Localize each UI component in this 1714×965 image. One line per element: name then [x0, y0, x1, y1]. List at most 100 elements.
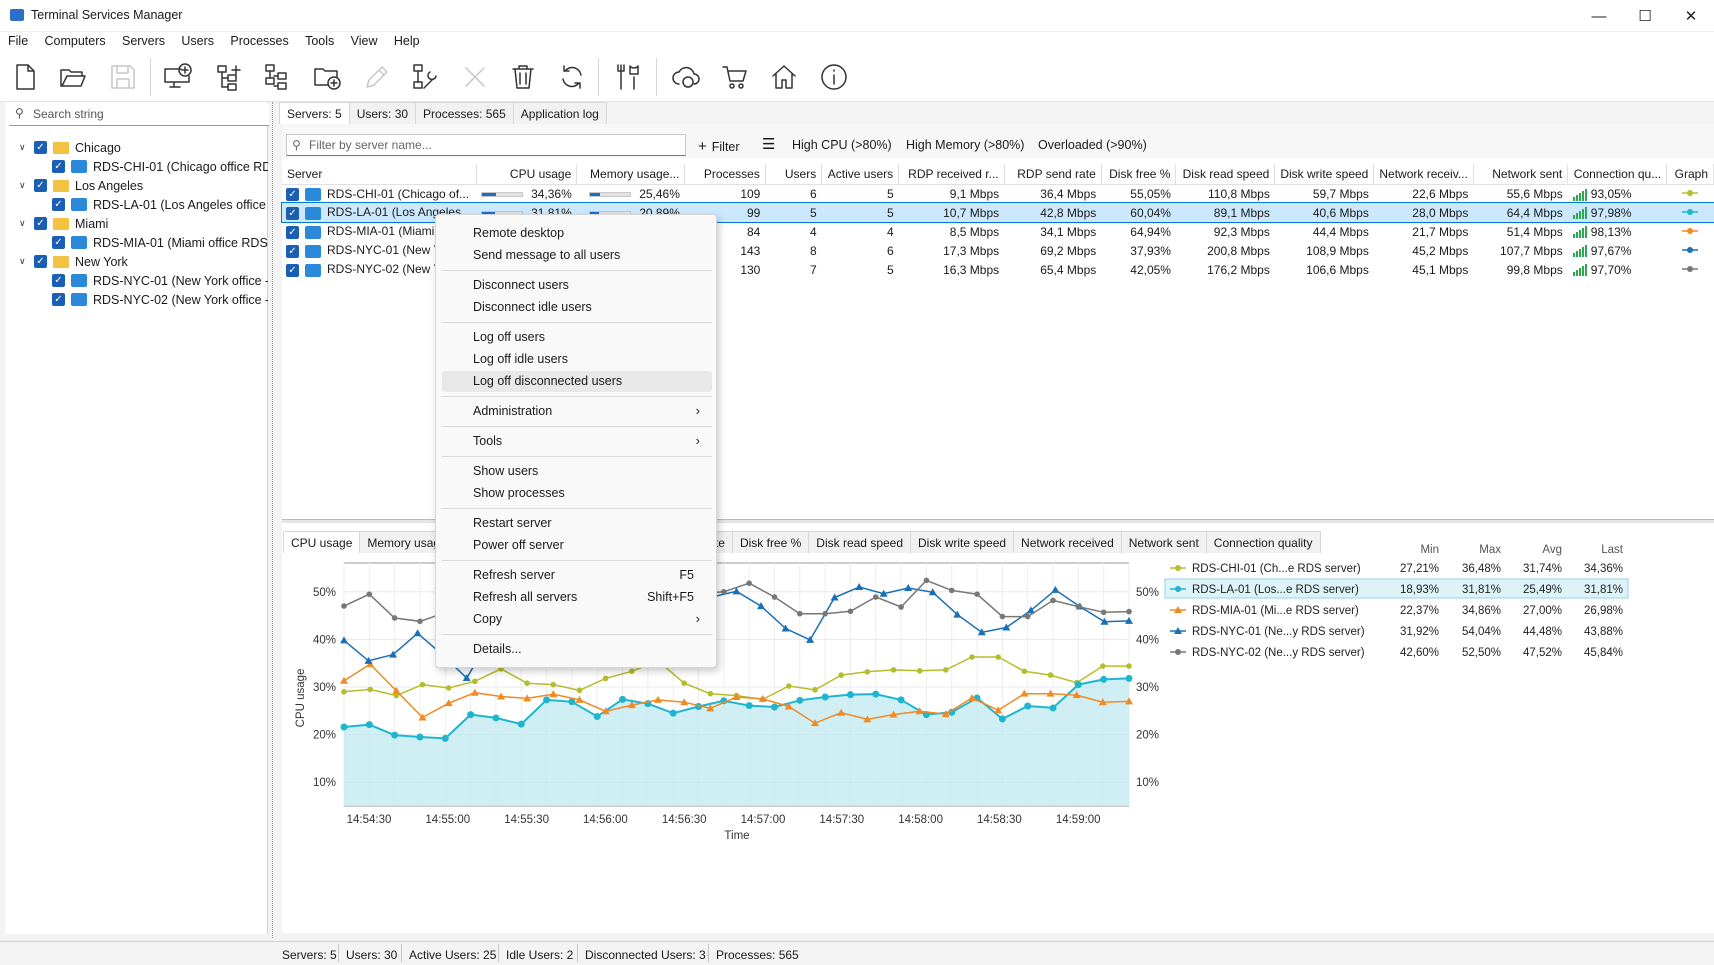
edit-icon[interactable] [360, 60, 394, 94]
column-header[interactable]: CPU usage [476, 164, 578, 185]
server-cell[interactable]: ✓ RDS-NYC-02 (New York... [282, 260, 476, 279]
column-header[interactable]: RDP send rate [1004, 164, 1102, 185]
pane-splitter[interactable] [272, 102, 273, 938]
checkbox-icon[interactable]: ✓ [52, 293, 65, 306]
tab-processes[interactable]: Processes: 565 [415, 102, 514, 124]
legend-series-name[interactable]: RDS-MIA-01 (Mi...e RDS server) [1192, 605, 1359, 617]
menu-item-tools[interactable]: Tools › [442, 431, 712, 452]
menu-item-administration[interactable]: Administration › [442, 401, 712, 422]
menu-item-details[interactable]: Details... [442, 639, 712, 660]
tree-server-nyc-01[interactable]: ✓ RDS-NYC-01 (New York office - primary R… [52, 271, 268, 290]
column-header[interactable]: Connection qu... [1567, 164, 1668, 185]
column-header[interactable]: Disk free % [1101, 164, 1177, 185]
menu-item-copy[interactable]: Copy › [442, 609, 712, 630]
server-cell[interactable]: ✓ RDS-MIA-01 (Miami offi... [282, 222, 476, 241]
checkbox-icon[interactable]: ✓ [286, 263, 299, 277]
chevron-down-icon[interactable]: ∨ [19, 142, 26, 152]
column-header[interactable]: Server [282, 164, 477, 185]
menu-item-refresh-all-servers[interactable]: Refresh all servers Shift+F5 [442, 587, 712, 608]
column-header[interactable]: Network sent [1473, 164, 1569, 185]
menu-item-show-users[interactable]: Show users [442, 461, 712, 482]
chevron-down-icon[interactable]: ∨ [19, 180, 26, 190]
open-folder-icon[interactable] [56, 60, 90, 94]
checkbox-icon[interactable]: ✓ [34, 217, 47, 230]
filter-input[interactable]: ⚲ Filter by server name... [286, 134, 686, 156]
menu-view[interactable]: View [350, 34, 378, 48]
menu-icon[interactable]: ☰ [762, 136, 776, 153]
checkbox-icon[interactable]: ✓ [34, 255, 47, 268]
checkbox-icon[interactable]: ✓ [286, 225, 299, 239]
chart-tab[interactable]: Connection quality [1205, 531, 1321, 553]
chart-tab[interactable]: CPU usage [283, 531, 361, 553]
add-group-icon[interactable] [212, 60, 246, 94]
delete-icon[interactable] [506, 60, 540, 94]
menu-item-remote-desktop[interactable]: Remote desktop [442, 223, 712, 244]
filter-button[interactable]: + Filter [698, 138, 740, 155]
chevron-down-icon[interactable]: ∨ [19, 218, 26, 228]
checkbox-icon[interactable]: ✓ [286, 206, 299, 220]
legend-series-name[interactable]: RDS-NYC-01 (Ne...y RDS server) [1192, 626, 1365, 638]
minimize-icon[interactable]: — [1591, 7, 1607, 25]
remove-icon[interactable] [458, 60, 492, 94]
chart-tab[interactable]: Network sent [1120, 531, 1207, 553]
legend-series-name[interactable]: RDS-LA-01 (Los...e RDS server) [1192, 584, 1359, 596]
tree-group-chicago[interactable]: ✓ Chicago [34, 138, 121, 157]
column-header[interactable]: Disk write speed [1274, 164, 1375, 185]
preset-high-cpu[interactable]: High CPU (>80%) [792, 138, 892, 152]
tab-servers[interactable]: Servers: 5 [279, 102, 350, 124]
chart-tab[interactable]: Disk write speed [910, 531, 1015, 553]
info-icon[interactable] [817, 60, 851, 94]
tab-application-log[interactable]: Application log [512, 102, 607, 124]
checkbox-icon[interactable]: ✓ [52, 198, 65, 211]
properties-icon[interactable] [408, 60, 442, 94]
menu-item-power-off-server[interactable]: Power off server [442, 535, 712, 556]
table-row[interactable]: ✓ RDS-CHI-01 (Chicago of... 34,36% 25,46% 10… [282, 184, 1714, 203]
column-header[interactable]: Graph [1666, 164, 1714, 185]
legend-series-name[interactable]: RDS-NYC-02 (Ne...y RDS server) [1192, 647, 1365, 659]
menu-file[interactable]: File [8, 34, 29, 48]
checkbox-icon[interactable]: ✓ [52, 274, 65, 287]
menu-item-disconnect-idle-users[interactable]: Disconnect idle users [442, 297, 712, 318]
checkbox-icon[interactable]: ✓ [34, 179, 47, 192]
refresh-icon[interactable] [555, 60, 589, 94]
server-cell[interactable]: ✓ RDS-NYC-01 (New York... [282, 241, 476, 260]
tab-users[interactable]: Users: 30 [348, 102, 417, 124]
tree-server-chi-01[interactable]: ✓ RDS-CHI-01 (Chicago office RDS server) [52, 157, 268, 176]
tree-server-nyc-02[interactable]: ✓ RDS-NYC-02 (New York office - secondary… [52, 290, 268, 309]
menu-tools[interactable]: Tools [305, 34, 335, 48]
preset-overloaded[interactable]: Overloaded (>90%) [1038, 138, 1147, 152]
server-cell[interactable]: ✓ RDS-CHI-01 (Chicago of... [282, 184, 476, 203]
legend-series-name[interactable]: RDS-CHI-01 (Ch...e RDS server) [1192, 563, 1361, 575]
tree-group-los-angeles[interactable]: ✓ Los Angeles [34, 176, 143, 195]
tree-server-la-01[interactable]: ✓ RDS-LA-01 (Los Angeles office RDS serve… [52, 195, 268, 214]
menu-item-log-off-users[interactable]: Log off users [442, 327, 712, 348]
chart-tab[interactable]: Memory usage [359, 531, 455, 553]
add-computer-icon[interactable] [160, 60, 194, 94]
new-file-icon[interactable] [8, 60, 42, 94]
tree-server-mia-01[interactable]: ✓ RDS-MIA-01 (Miami office RDS server) [52, 233, 268, 252]
search-input[interactable]: ⚲ Search string [9, 103, 269, 126]
menu-item-disconnect-users[interactable]: Disconnect users [442, 275, 712, 296]
menu-item-refresh-server[interactable]: Refresh server F5 [442, 565, 712, 586]
preset-high-memory[interactable]: High Memory (>80%) [906, 138, 1025, 152]
column-header[interactable]: Active users [821, 164, 900, 185]
checkbox-icon[interactable]: ✓ [286, 244, 299, 258]
menu-item-log-off-disconnected-users[interactable]: Log off disconnected users [442, 371, 712, 392]
menu-item-send-message-to-all-users[interactable]: Send message to all users [442, 245, 712, 266]
cloud-sync-icon[interactable] [669, 60, 703, 94]
maximize-icon[interactable]: ☐ [1638, 8, 1652, 25]
menu-computers[interactable]: Computers [44, 34, 106, 48]
checkbox-icon[interactable]: ✓ [52, 160, 65, 173]
column-header[interactable]: RDP received r... [898, 164, 1005, 185]
chevron-down-icon[interactable]: ∨ [19, 256, 26, 266]
save-icon[interactable] [106, 60, 140, 94]
cart-icon[interactable] [718, 60, 752, 94]
add-subgroup-icon[interactable] [260, 60, 294, 94]
tree-group-miami[interactable]: ✓ Miami [34, 214, 108, 233]
home-icon[interactable] [767, 60, 801, 94]
checkbox-icon[interactable]: ✓ [34, 141, 47, 154]
table-row[interactable]: ✓RDS-NYC-01 (New York...43,88%31,20%1438… [282, 241, 1714, 260]
menu-servers[interactable]: Servers [121, 34, 166, 48]
tools-icon[interactable] [611, 60, 645, 94]
menu-item-show-processes[interactable]: Show processes [442, 483, 712, 504]
